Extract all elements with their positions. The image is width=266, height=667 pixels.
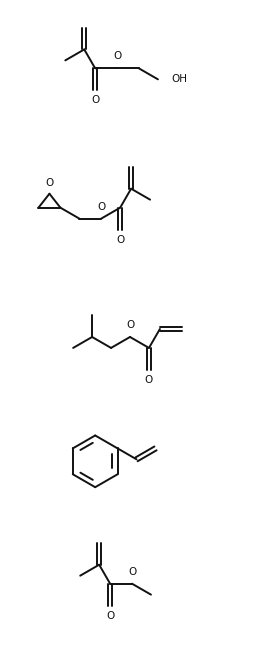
Text: O: O bbox=[116, 235, 124, 245]
Text: O: O bbox=[45, 178, 53, 188]
Text: O: O bbox=[106, 610, 114, 620]
Text: O: O bbox=[91, 95, 99, 105]
Text: O: O bbox=[145, 375, 153, 385]
Text: OH: OH bbox=[172, 74, 188, 84]
Text: O: O bbox=[128, 567, 136, 577]
Text: O: O bbox=[113, 51, 121, 61]
Text: O: O bbox=[97, 201, 105, 211]
Text: O: O bbox=[126, 320, 134, 330]
